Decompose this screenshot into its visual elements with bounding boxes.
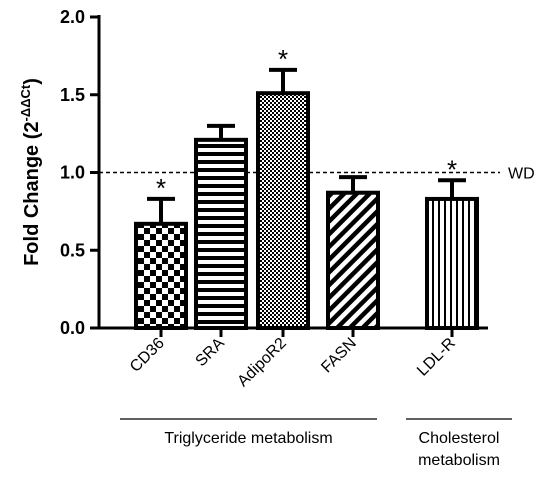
y-axis-title: Fold Change (2-ΔΔCt) [18, 78, 43, 266]
bar-adipor2 [256, 91, 310, 330]
group-label: metabolism [418, 452, 500, 469]
category-label-ldl-r: LDL-R [414, 335, 459, 380]
category-label-adipor2: AdipoR2 [234, 335, 289, 390]
significance-mark-cd36: * [156, 173, 166, 203]
category-label-cd36: CD36 [127, 335, 168, 376]
category-label-fasn: FASN [318, 335, 360, 377]
reference-line-label: WD [508, 166, 535, 183]
significance-mark-ldl-r: * [447, 154, 457, 184]
bar-ldl-r [425, 196, 479, 330]
category-label-sra: SRA [193, 335, 229, 371]
y-tick-label: 0.5 [60, 240, 85, 260]
y-tick-label: 1.5 [60, 85, 85, 105]
bar-sra [194, 137, 248, 330]
bar-cd36 [134, 221, 188, 330]
significance-mark-adipor2: * [278, 44, 288, 74]
y-tick-label: 2.0 [60, 7, 85, 27]
y-tick-label: 1.0 [60, 163, 85, 183]
group-label: Triglyceride metabolism [164, 430, 332, 447]
y-tick-label: 0.0 [60, 318, 85, 338]
bar-fasn [326, 190, 380, 330]
group-label: Cholesterol [419, 430, 500, 447]
